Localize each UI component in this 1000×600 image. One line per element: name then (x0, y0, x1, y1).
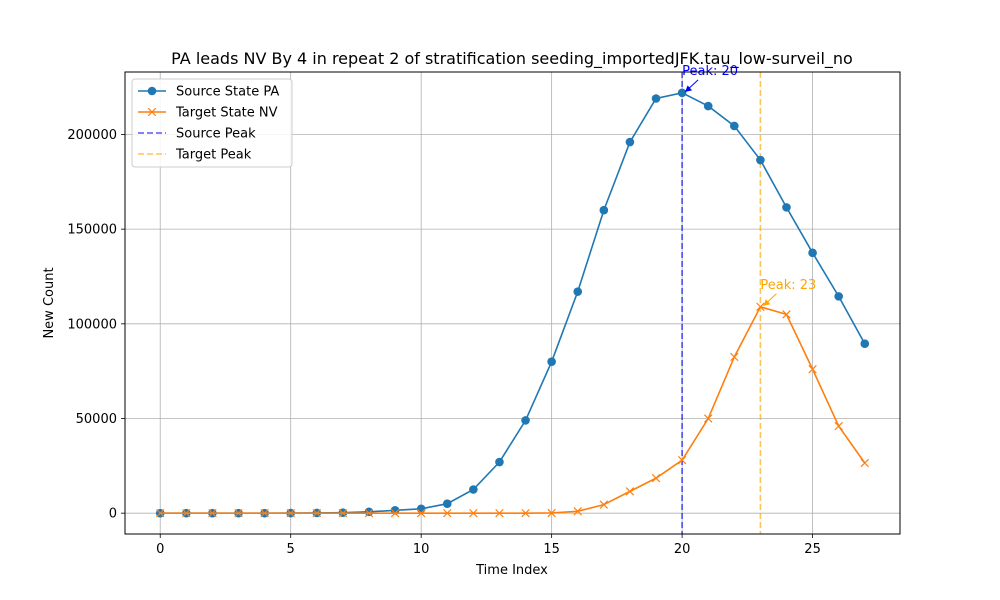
series-0-point-24 (782, 203, 791, 212)
series-0-point-25 (808, 248, 817, 258)
series-1-point-1 (182, 508, 191, 518)
series-0-point-23 (756, 155, 765, 165)
series-0-point-21 (703, 101, 713, 111)
peak-arrowhead-1 (763, 299, 771, 306)
series-0-point-13 (495, 457, 504, 467)
series-1-point-17 (599, 500, 609, 509)
legend-marker-1 (147, 107, 157, 117)
x-tick-label-3: 15 (543, 542, 560, 557)
series-1-point-7 (338, 508, 348, 518)
legend-label-2: Source Peak (176, 127, 256, 142)
chart-title: PA leads NV By 4 in repeat 2 of stratifi… (171, 49, 853, 69)
series-1-point-6 (312, 508, 322, 518)
annotations: Peak: 20 Peak: 23 (682, 64, 816, 307)
series-0-point-18 (625, 137, 635, 147)
series-1-point-8 (364, 508, 374, 518)
series-0-point-17 (599, 205, 609, 215)
x-axis: 0 5 10 15 20 25 (156, 534, 821, 557)
peak-arrowhead-0 (685, 85, 693, 92)
series-1-point-10 (416, 508, 426, 518)
series-1-point-22 (730, 352, 739, 362)
series-0-point-10 (416, 504, 426, 514)
series-1-point-0 (156, 508, 165, 518)
series-0-point-12 (469, 485, 478, 494)
peak-annotation-1: Peak: 23 (760, 278, 816, 293)
x-tick-label-2: 10 (413, 542, 430, 557)
series-1-point-20 (677, 455, 687, 465)
series-0-point-15 (547, 357, 556, 366)
y-tick-label-2: 100000 (67, 317, 117, 332)
series-1-point-15 (547, 508, 556, 518)
series-1-point-2 (208, 508, 217, 518)
y-axis: 0 50000 100000 150000 200000 (67, 128, 125, 522)
x-tick-label-4: 20 (674, 542, 691, 557)
series-1-point-27 (860, 458, 869, 468)
series-0-point-11 (442, 499, 452, 509)
legend-label-3: Target Peak (175, 148, 252, 163)
grid (125, 72, 900, 534)
y-tick-label-4: 200000 (67, 128, 117, 143)
series-1-point-26 (834, 421, 843, 431)
series-1-point-16 (573, 507, 582, 516)
series-0-point-16 (573, 287, 583, 296)
legend-label-1: Target State NV (175, 106, 278, 121)
series-1-point-23 (756, 302, 765, 312)
y-tick-label-1: 50000 (76, 412, 117, 427)
y-tick-label-3: 150000 (67, 223, 117, 238)
series-1-point-18 (625, 487, 635, 496)
series-1-point-24 (782, 310, 791, 319)
series-group (155, 88, 870, 518)
series-1-point-13 (495, 508, 504, 518)
x-tick-label-5: 25 (804, 542, 821, 557)
series-0-point-14 (521, 416, 530, 425)
series-1-point-25 (808, 365, 817, 374)
series-0-point-26 (834, 292, 843, 301)
series-1-point-9 (390, 508, 400, 518)
series-1-point-3 (234, 508, 243, 518)
x-tick-label-0: 0 (156, 542, 164, 557)
series-1-point-21 (703, 414, 713, 423)
series-0-point-20 (677, 88, 687, 98)
series-1-point-4 (260, 508, 269, 518)
series-1-point-14 (521, 508, 530, 518)
series-0-point-19 (651, 94, 661, 103)
series-1-point-5 (286, 508, 295, 518)
legend-marker-0 (147, 86, 157, 96)
legend: Source State PA Target State NV Source Pea… (131, 78, 293, 168)
series-0-point-27 (860, 339, 870, 349)
series-0-point-8 (364, 507, 374, 517)
legend-label-0: Source State PA (176, 85, 279, 100)
x-tick-label-1: 5 (287, 542, 295, 557)
legend-box (131, 78, 293, 168)
series-1-point-12 (469, 508, 478, 518)
series-1-point-11 (443, 508, 452, 518)
plot-frame (124, 71, 901, 535)
y-axis-label: New Count (42, 267, 57, 338)
series-0-point-22 (730, 121, 739, 131)
x-axis-label: Time Index (475, 563, 548, 578)
peak-annotation-0: Peak: 20 (682, 64, 738, 79)
peak-lines (681, 72, 762, 534)
series-1-point-19 (651, 473, 661, 483)
series-line-1 (160, 305, 866, 514)
y-tick-label-0: 0 (109, 507, 117, 522)
